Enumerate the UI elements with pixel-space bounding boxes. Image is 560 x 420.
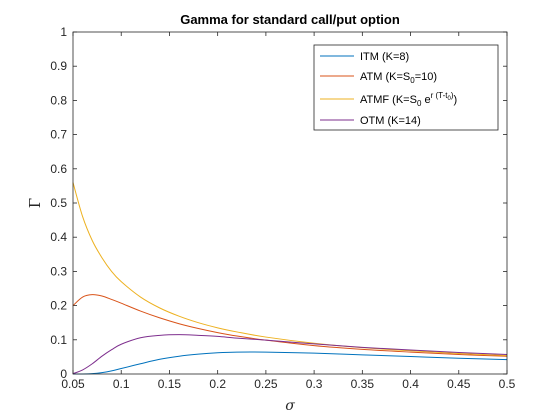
y-axis-label: Γ [26, 198, 44, 208]
y-tick-label: 1 [60, 25, 67, 39]
series-line-0 [72, 351, 508, 375]
series-line-3 [72, 334, 508, 375]
y-tick-label: 0 [60, 367, 67, 381]
legend-box [313, 44, 499, 131]
x-tick-label: 0.3 [306, 377, 323, 391]
plot-frame [72, 31, 508, 375]
series-layer [72, 182, 508, 375]
y-tick-label: 0.4 [50, 230, 67, 244]
x-tick-label: 0.1 [113, 377, 130, 391]
axis-ticks: 0.05 0.1 0.15 0.2 0.25 0.3 0.35 0.4 0.45 0.5 0 0.1 0… [50, 25, 515, 391]
y-tick-label: 0.5 [50, 196, 67, 210]
legend-label-otm: OTM (K=14) [360, 115, 421, 127]
y-tick-label: 0.3 [50, 264, 67, 278]
y-tick-label: 0.8 [50, 93, 67, 107]
x-axis-label: σ [285, 398, 295, 414]
series-line-1 [72, 294, 508, 357]
x-tick-label: 0.5 [499, 377, 516, 391]
x-tick-label: 0.2 [209, 377, 226, 391]
legend-label-atmf: ATMF (K=S0 er (T-t0)) [360, 91, 457, 108]
y-tick-label: 0.1 [50, 333, 67, 347]
legend-label-itm: ITM (K=8) [360, 51, 409, 63]
y-tick-label: 0.2 [50, 299, 67, 313]
y-tick-label: 0.9 [50, 59, 67, 73]
x-tick-label: 0.05 [61, 377, 85, 391]
chart-title: Gamma for standard call/put option [180, 12, 400, 27]
y-tick-label: 0.7 [50, 128, 67, 142]
x-tick-label: 0.35 [351, 377, 375, 391]
legend-label-atm: ATM (K=S0=10) [360, 71, 437, 85]
y-tick-label: 0.6 [50, 162, 67, 176]
x-tick-label: 0.4 [402, 377, 419, 391]
x-tick-label: 0.25 [254, 377, 278, 391]
x-tick-label: 0.15 [158, 377, 182, 391]
x-tick-label: 0.45 [447, 377, 471, 391]
legend: ITM (K=8) ATM (K=S0=10) ATMF (K=S0 er (T… [313, 44, 499, 131]
